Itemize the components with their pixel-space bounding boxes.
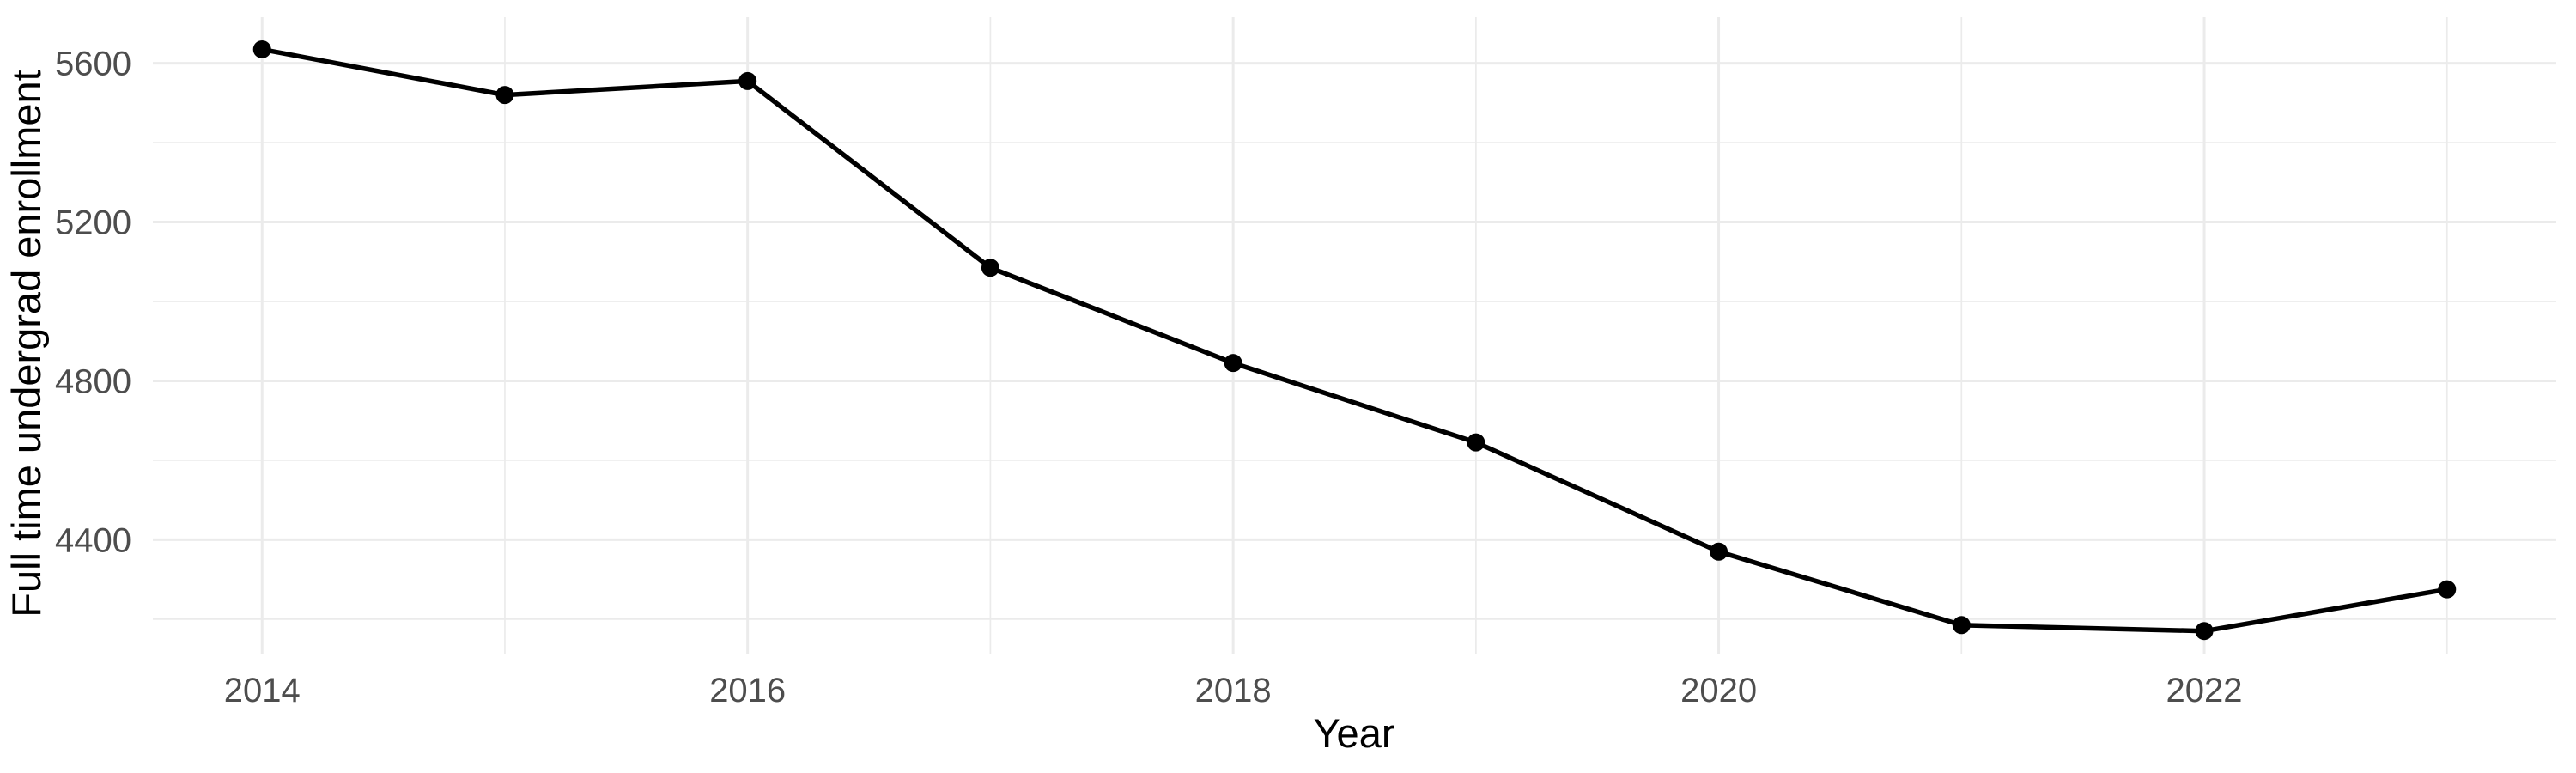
- y-axis-tick-labels: 4400 4800 5200 5600: [55, 46, 131, 560]
- y-tick-label: 5200: [55, 204, 131, 242]
- data-point-2017: [981, 259, 999, 277]
- enrollment-trend-line: [261, 46, 2448, 634]
- x-tick-label: 2020: [1680, 672, 1757, 709]
- data-point-2018: [1224, 354, 1242, 373]
- data-point-2022: [2195, 622, 2214, 641]
- x-tick-label: 2018: [1195, 672, 1272, 709]
- x-tick-label: 2014: [224, 672, 301, 709]
- data-point-2019: [1467, 433, 1485, 452]
- x-tick-label: 2016: [709, 672, 786, 709]
- x-tick-label: 2022: [2166, 672, 2243, 709]
- gridlines-major: [153, 17, 2556, 654]
- data-point-2015: [495, 86, 514, 105]
- data-point-2021: [1952, 616, 1971, 635]
- data-point-2014: [252, 40, 271, 58]
- data-point-2016: [738, 71, 757, 90]
- x-axis-tick-labels: 2014 2016 2018 2020 2022: [224, 672, 2243, 709]
- data-points: [252, 40, 2457, 641]
- x-axis-title: Year: [1314, 710, 1395, 756]
- data-point-2023: [2438, 580, 2457, 599]
- data-point-2020: [1710, 542, 1728, 561]
- y-tick-label: 4800: [55, 362, 131, 400]
- line-series: [261, 46, 2448, 634]
- y-tick-label: 5600: [55, 46, 131, 83]
- y-axis-title: Full time undergrad enrollment: [3, 70, 49, 617]
- gridlines-minor: [153, 17, 2556, 654]
- y-tick-label: 4400: [55, 521, 131, 559]
